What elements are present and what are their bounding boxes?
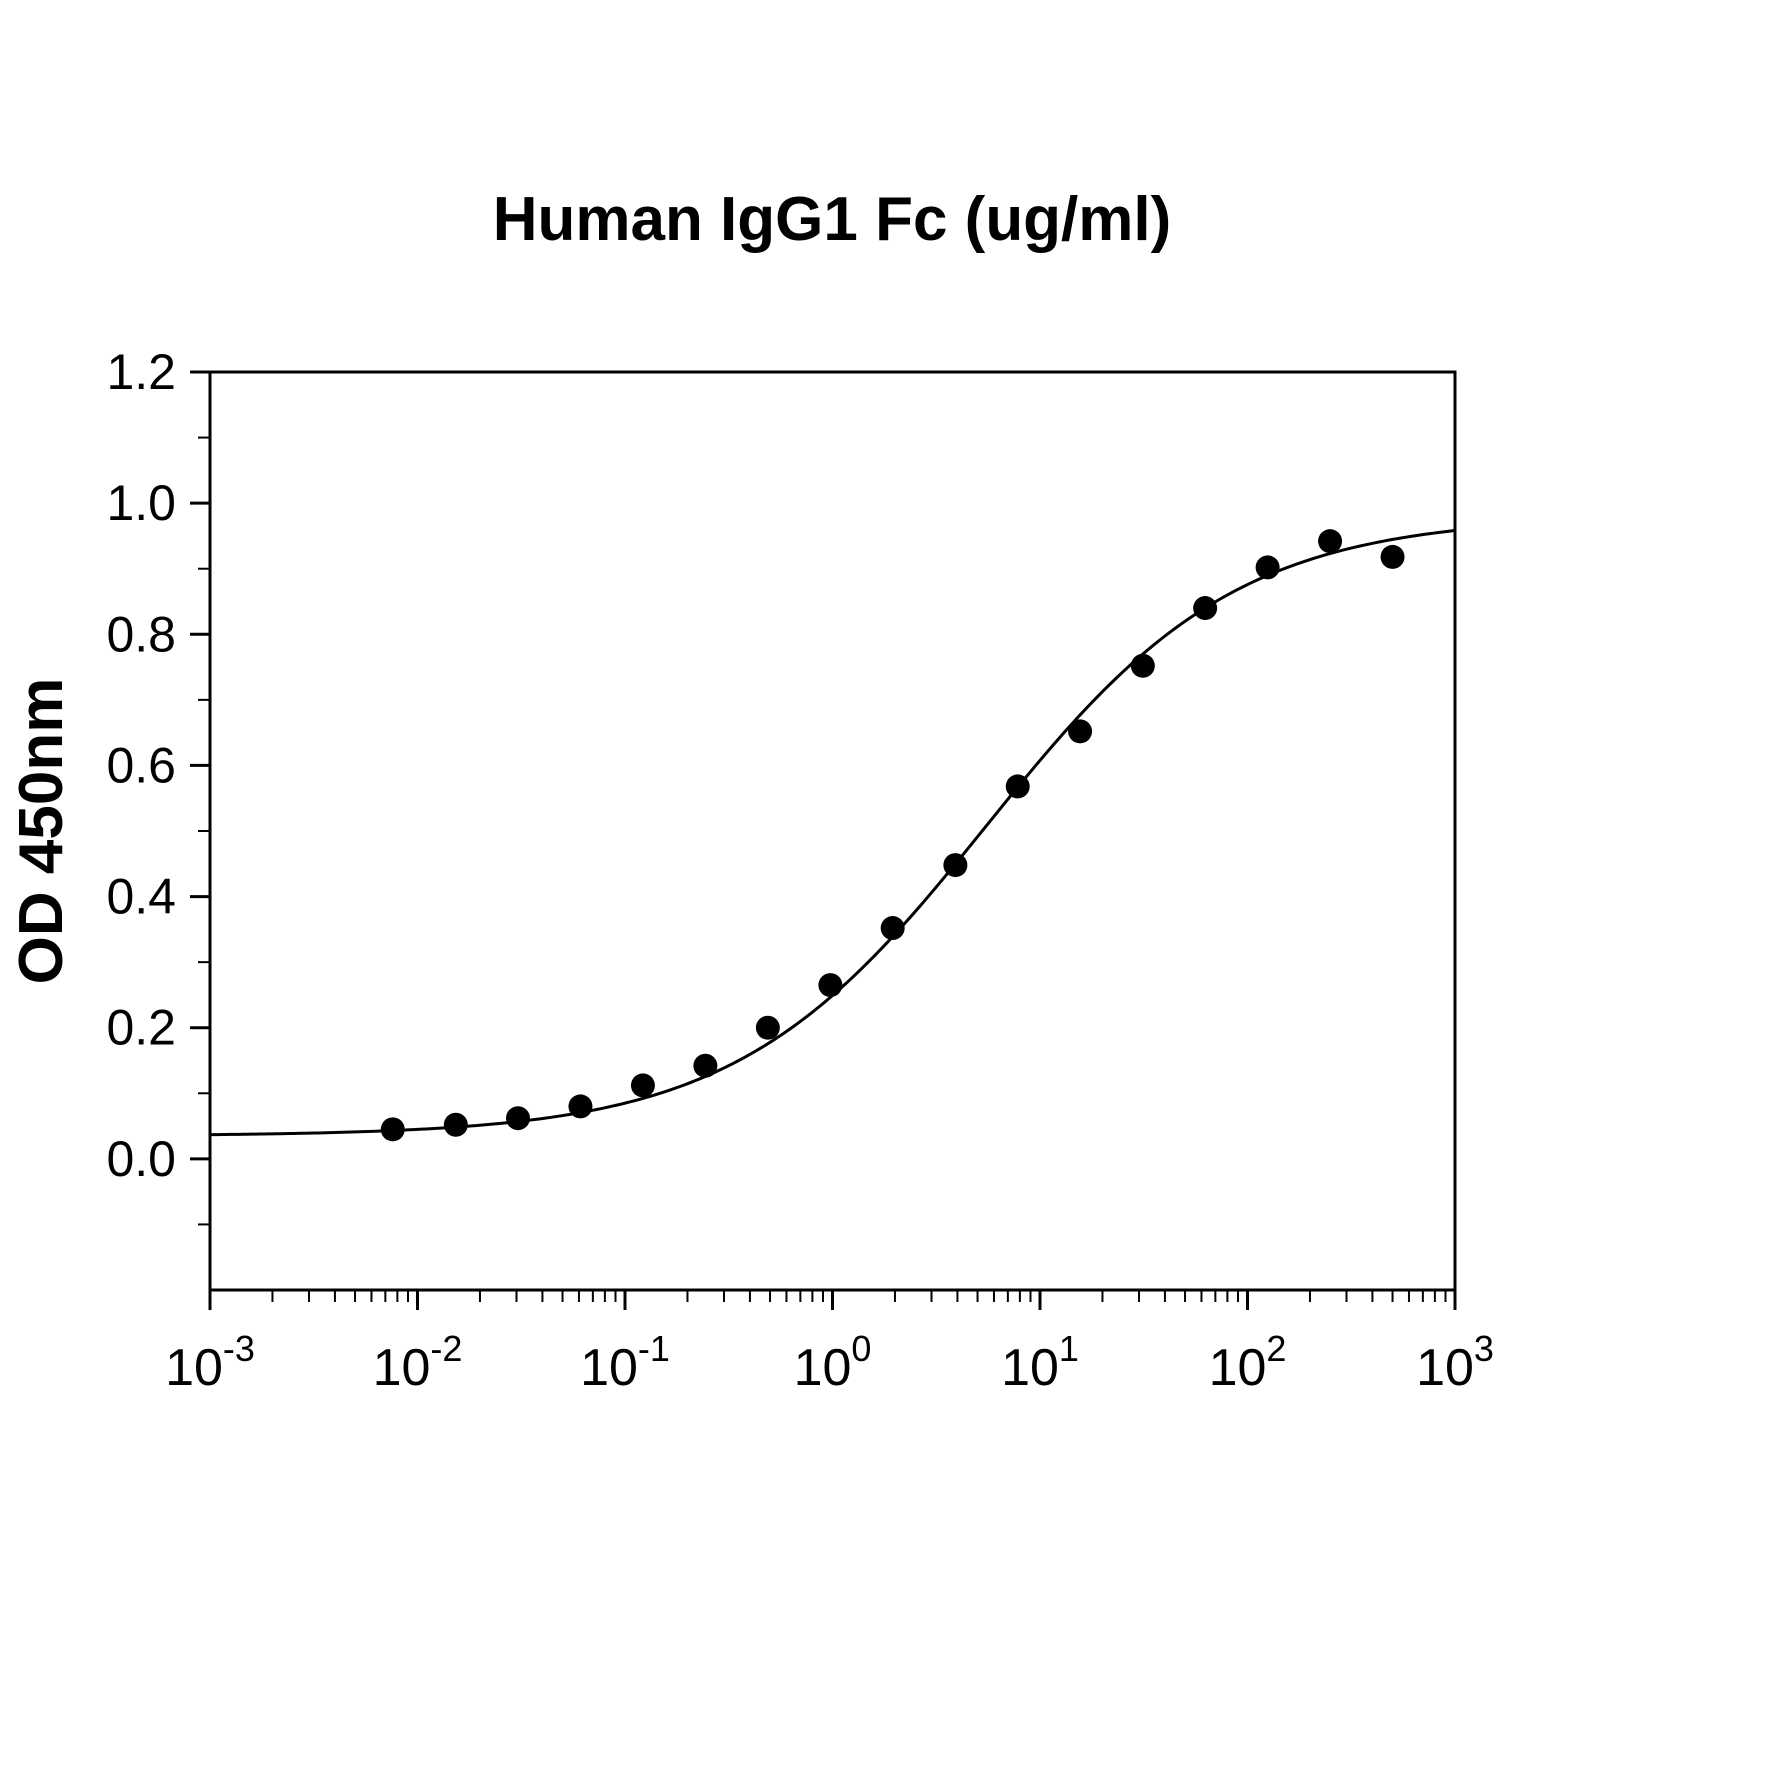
data-point xyxy=(693,1053,718,1078)
data-point xyxy=(1255,555,1280,580)
chart-title: Human IgG1 Fc (ug/ml) xyxy=(493,185,1172,254)
data-point xyxy=(943,853,968,878)
data-point xyxy=(755,1015,780,1040)
fit-curve xyxy=(209,529,1456,1137)
x-tick-label: 101 xyxy=(1001,1328,1079,1397)
y-tick-label: 0.6 xyxy=(106,737,176,793)
x-tick-label: 10-2 xyxy=(373,1328,463,1397)
data-point xyxy=(568,1094,593,1119)
data-point xyxy=(1130,653,1155,678)
x-tick-label: 100 xyxy=(794,1328,872,1397)
y-tick-label: 0.8 xyxy=(106,606,176,662)
data-point xyxy=(880,916,905,941)
y-axis-label: OD 450nm xyxy=(7,678,76,985)
plot-frame xyxy=(208,370,1457,1292)
data-point xyxy=(1068,719,1093,744)
y-tick-label: 0.0 xyxy=(106,1131,176,1187)
data-point xyxy=(1005,774,1030,799)
data-point xyxy=(1318,529,1343,554)
data-point xyxy=(443,1112,468,1137)
x-tick-label: 10-3 xyxy=(165,1328,255,1397)
x-tick-label: 102 xyxy=(1209,1328,1287,1397)
data-point xyxy=(1380,544,1405,569)
y-tick-label: 1.0 xyxy=(106,475,176,531)
x-tick-label: 103 xyxy=(1416,1328,1494,1397)
y-tick-label: 1.2 xyxy=(106,344,176,400)
plot-area: 0.0 0.2 0.4 0.6 0.8 1.0 1.2 10-3 10-2 10-1 100 101 1… xyxy=(106,344,1493,1397)
data-point xyxy=(1193,596,1218,621)
data-point xyxy=(505,1106,530,1131)
data-point xyxy=(630,1073,655,1098)
y-tick-label: 0.4 xyxy=(106,869,176,925)
data-point xyxy=(818,973,843,998)
data-point xyxy=(380,1117,405,1142)
x-tick-label: 10-1 xyxy=(580,1328,670,1397)
y-tick-label: 0.2 xyxy=(106,1000,176,1056)
